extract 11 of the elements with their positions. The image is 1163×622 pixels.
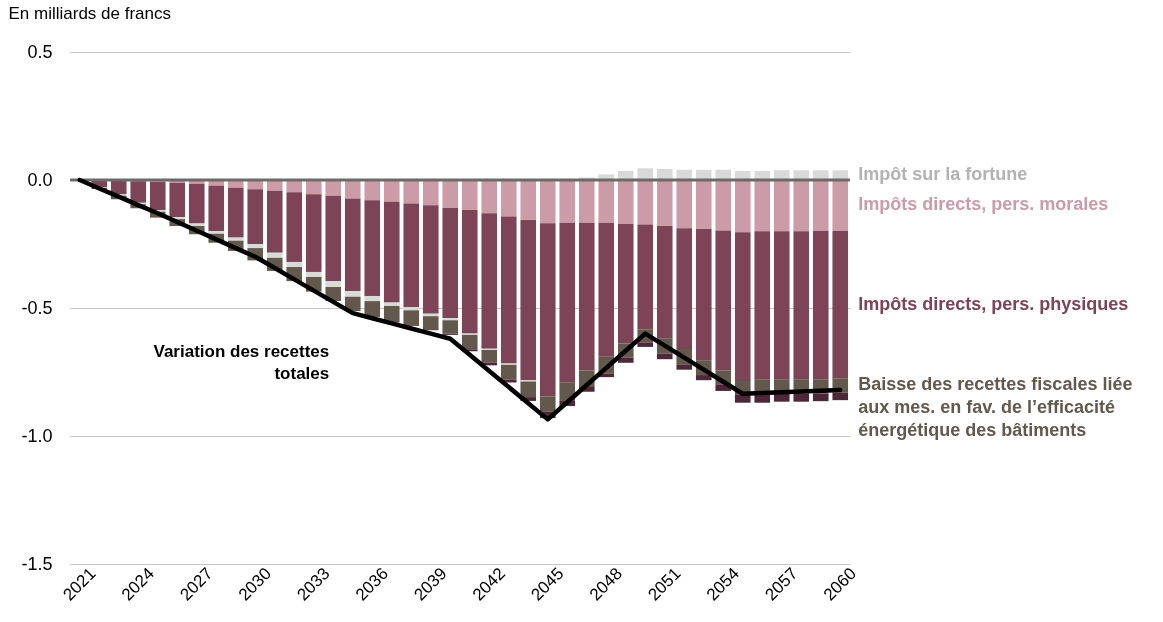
y-axis-title: En milliards de francs [8, 3, 172, 23]
y-tick-label: -1.5 [21, 553, 53, 574]
text: Variation des recettes totales [153, 341, 330, 383]
series-label: Baisse des recettes fiscales liée aux mes. en fav. de l’efficacité énergétique des bâtiments [858, 374, 1133, 441]
y-tick-label: 0.5 [27, 41, 53, 62]
y-tick-label: 0.0 [27, 169, 53, 190]
series-label: Impôts directs, pers. morales [858, 194, 1109, 215]
y-tick-label: -0.5 [21, 297, 53, 318]
series-label: Impôt sur la fortune [858, 164, 1028, 185]
y-tick-label: -1.0 [21, 425, 53, 446]
series-label: Impôts directs, pers. physiques [858, 293, 1129, 314]
